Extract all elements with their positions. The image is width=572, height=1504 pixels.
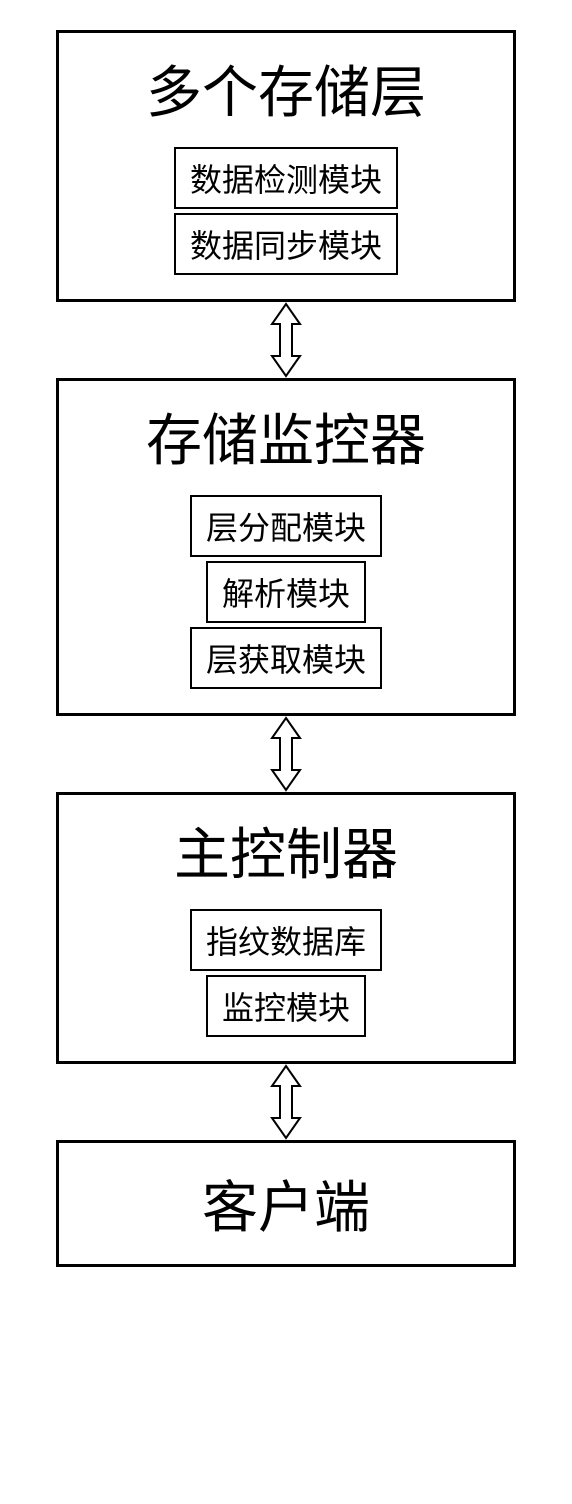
double-arrow-icon — [266, 1064, 306, 1140]
layer-allocation-module: 层分配模块 — [190, 495, 382, 557]
arrow-connector-2 — [266, 716, 306, 792]
storage-layers-title: 多个存储层 — [146, 33, 426, 147]
arrow-connector-3 — [266, 1064, 306, 1140]
layer-acquisition-module: 层获取模块 — [190, 627, 382, 689]
client-title: 客户端 — [202, 1163, 370, 1244]
main-controller-block: 主控制器 指纹数据库 监控模块 — [56, 792, 516, 1064]
data-detection-module: 数据检测模块 — [174, 147, 398, 209]
client-block: 客户端 — [56, 1140, 516, 1267]
data-sync-module: 数据同步模块 — [174, 213, 398, 275]
monitoring-module: 监控模块 — [206, 975, 366, 1037]
double-arrow-icon — [266, 302, 306, 378]
storage-monitor-block: 存储监控器 层分配模块 解析模块 层获取模块 — [56, 378, 516, 716]
double-arrow-icon — [266, 716, 306, 792]
main-controller-title: 主控制器 — [174, 795, 398, 909]
parsing-module: 解析模块 — [206, 561, 366, 623]
fingerprint-database-module: 指纹数据库 — [190, 909, 382, 971]
arrow-connector-1 — [266, 302, 306, 378]
storage-monitor-title: 存储监控器 — [146, 381, 426, 495]
storage-layers-block: 多个存储层 数据检测模块 数据同步模块 — [56, 30, 516, 302]
